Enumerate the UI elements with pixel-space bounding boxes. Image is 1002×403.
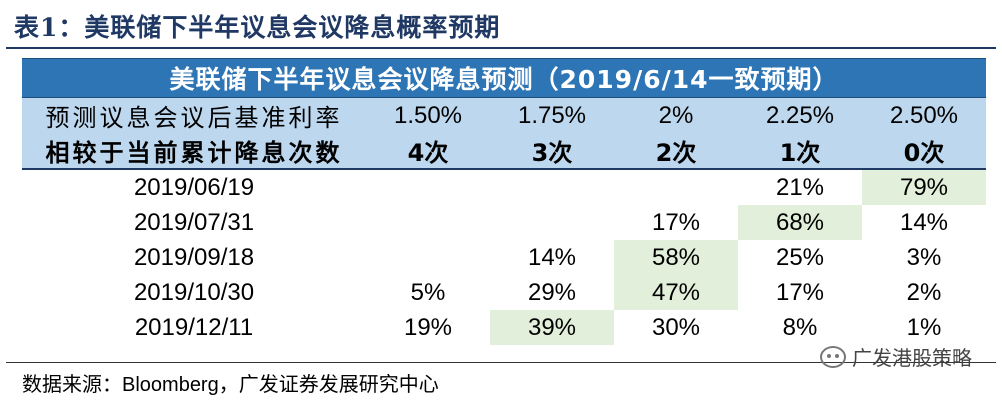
probability-cell <box>614 170 738 205</box>
rate-cell: 1.50% <box>393 101 463 129</box>
probability-cell: 2% <box>906 278 942 306</box>
probability-cell <box>490 205 614 240</box>
meeting-date: 2019/09/18 <box>133 243 255 271</box>
source-note: 数据来源：Bloomberg，广发证券发展研究中心 <box>22 368 439 397</box>
rate-row: 预测议息会议后基准利率 1.50% 1.75% 2% 2.25% 2.50% <box>22 98 986 133</box>
probability-cell: 29% <box>527 278 577 306</box>
table-row: 2019/06/19 21% 79% <box>22 170 986 205</box>
document-title: 表1：美联储下半年议息会议降息概率预期 <box>14 13 501 42</box>
probability-cell: 17% <box>651 208 701 236</box>
table-row: 2019/10/30 5% 29% 47% 17% 2% <box>22 275 986 310</box>
probability-cell: 79% <box>862 170 986 205</box>
probability-cell <box>490 170 614 205</box>
cut-cell: 1次 <box>779 139 821 167</box>
probability-cell: 58% <box>614 240 738 275</box>
table-row: 2019/09/18 14% 58% 25% 3% <box>22 240 986 275</box>
probability-cell: 14% <box>899 208 949 236</box>
rate-cell: 1.75% <box>517 101 587 129</box>
rate-cell: 2% <box>658 101 694 129</box>
probability-cell: 3% <box>906 243 942 271</box>
table-row: 2019/07/31 17% 68% 14% <box>22 205 986 240</box>
probability-cell <box>366 240 490 275</box>
wechat-icon <box>820 345 846 368</box>
rate-row-label: 预测议息会议后基准利率 <box>45 104 343 132</box>
table-header: 美联储下半年议息会议降息预测（2019/6/14一致预期） <box>22 58 986 98</box>
probability-cell: 30% <box>651 313 701 341</box>
probability-cell: 8% <box>782 313 818 341</box>
probability-cell: 17% <box>775 278 825 306</box>
cut-cell: 3次 <box>531 139 573 167</box>
probability-cell: 68% <box>738 205 862 240</box>
probability-cell <box>366 205 490 240</box>
probability-cell: 14% <box>527 243 577 271</box>
meeting-date: 2019/10/30 <box>133 278 255 306</box>
watermark-text: 广发港股策略 <box>852 346 972 370</box>
meeting-date: 2019/06/19 <box>133 173 255 201</box>
probability-cell: 5% <box>410 278 446 306</box>
probability-cell: 47% <box>614 275 738 310</box>
source-suffix: ，广发证券发展研究中心 <box>218 372 439 396</box>
probability-cell: 19% <box>403 313 453 341</box>
probability-table: 美联储下半年议息会议降息预测（2019/6/14一致预期） 预测议息会议后基准利… <box>22 58 986 345</box>
table-row: 2019/12/11 19% 39% 30% 8% 1% <box>22 310 986 345</box>
cut-cell: 4次 <box>407 139 449 167</box>
meeting-date: 2019/12/11 <box>134 313 254 341</box>
rate-cell: 2.25% <box>765 101 835 129</box>
probability-cell: 21% <box>775 173 825 201</box>
probability-cell <box>366 170 490 205</box>
probability-cell: 1% <box>906 313 942 341</box>
cut-count-row: 相较于当前累计降息次数 4次 3次 2次 1次 0次 <box>22 133 986 170</box>
cut-cell: 0次 <box>903 139 945 167</box>
watermark: 广发港股策略 <box>820 342 972 371</box>
meeting-date: 2019/07/31 <box>133 208 255 236</box>
cut-row-label: 相较于当前累计降息次数 <box>45 139 343 167</box>
rate-cell: 2.50% <box>889 101 959 129</box>
cut-cell: 2次 <box>655 139 697 167</box>
probability-cell: 39% <box>490 310 614 345</box>
probability-cell: 25% <box>775 243 825 271</box>
source-provider: Bloomberg <box>122 374 219 396</box>
source-prefix: 数据来源： <box>22 372 122 396</box>
footer-divider <box>6 362 996 363</box>
title-divider <box>6 47 996 49</box>
